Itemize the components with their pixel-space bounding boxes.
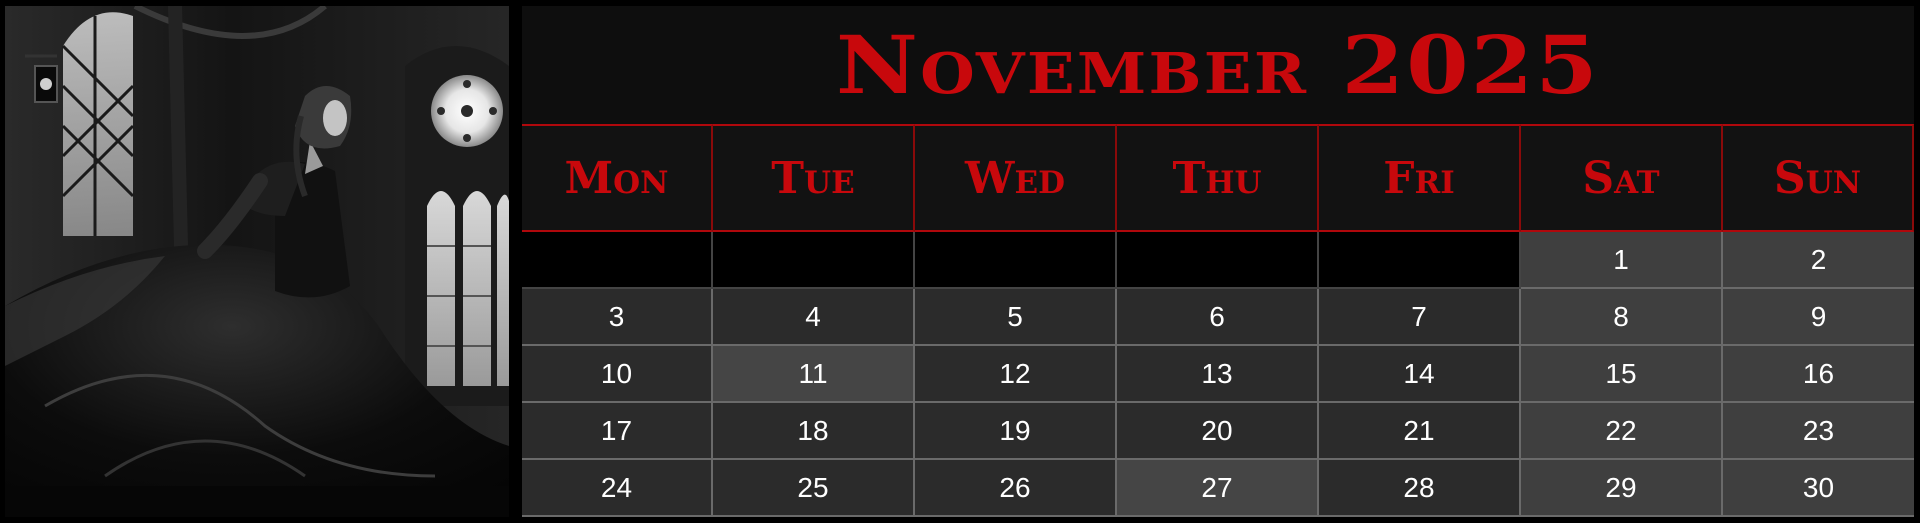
day-cell: 15 (1521, 346, 1723, 403)
day-cell: 23 (1723, 403, 1914, 460)
gothic-woman-illustration (5, 6, 509, 517)
calendar-grid: Mon Tue Wed Thu Fri Sat Sun 1 2 3 4 5 6 7 8 9 10 1… (522, 124, 1914, 517)
weekday-header-fri: Fri (1319, 124, 1521, 232)
weekday-header-mon: Mon (522, 124, 713, 232)
day-cell: 17 (522, 403, 713, 460)
calendar: November 2025 Mon Tue Wed Thu Fri Sat Su… (522, 6, 1914, 517)
day-cell: 22 (1521, 403, 1723, 460)
weekday-header-tue: Tue (713, 124, 915, 232)
weekday-header-thu: Thu (1117, 124, 1319, 232)
day-cell: 21 (1319, 403, 1521, 460)
weekday-header-sat: Sat (1521, 124, 1723, 232)
day-cell: 18 (713, 403, 915, 460)
day-cell: 4 (713, 289, 915, 346)
weekday-header-sun: Sun (1723, 124, 1914, 232)
month-title: November 2025 (836, 18, 1600, 112)
day-cell: 30 (1723, 460, 1914, 517)
day-cell: 9 (1723, 289, 1914, 346)
day-cell: 5 (915, 289, 1117, 346)
day-cell: 26 (915, 460, 1117, 517)
day-cell: 2 (1723, 232, 1914, 289)
day-cell: 1 (1521, 232, 1723, 289)
day-cell: 28 (1319, 460, 1521, 517)
day-cell: 13 (1117, 346, 1319, 403)
day-cell: 12 (915, 346, 1117, 403)
day-cell: 3 (522, 289, 713, 346)
empty-day-cell (915, 232, 1117, 289)
day-cell: 14 (1319, 346, 1521, 403)
day-cell: 20 (1117, 403, 1319, 460)
day-cell: 25 (713, 460, 915, 517)
day-cell: 7 (1319, 289, 1521, 346)
day-cell: 10 (522, 346, 713, 403)
day-cell: 16 (1723, 346, 1914, 403)
day-cell: 19 (915, 403, 1117, 460)
day-cell: 27 (1117, 460, 1319, 517)
day-cell: 8 (1521, 289, 1723, 346)
day-cell: 6 (1117, 289, 1319, 346)
empty-day-cell (1117, 232, 1319, 289)
day-cell: 29 (1521, 460, 1723, 517)
day-cell: 11 (713, 346, 915, 403)
empty-day-cell (1319, 232, 1521, 289)
empty-day-cell (522, 232, 713, 289)
empty-day-cell (713, 232, 915, 289)
weekday-header-wed: Wed (915, 124, 1117, 232)
day-cell: 24 (522, 460, 713, 517)
